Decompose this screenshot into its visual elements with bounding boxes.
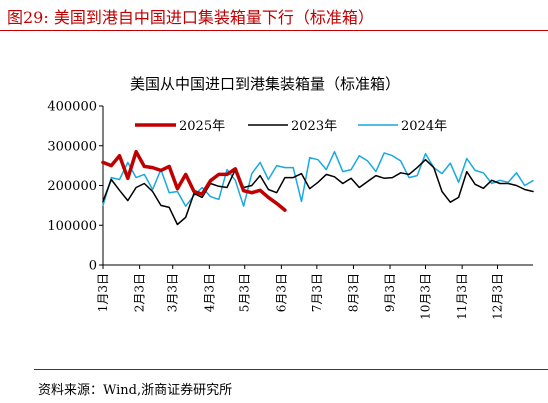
- x-tick-label: 9月3日: [383, 273, 397, 312]
- line-chart: 美国从中国进口到港集装箱量（标准箱） 0 100000 200000 300000 40…: [47, 75, 534, 320]
- chart-title: 美国从中国进口到港集装箱量（标准箱）: [130, 75, 400, 93]
- series-layer: [101, 149, 534, 226]
- x-tick-label: 6月3日: [274, 273, 288, 312]
- x-tick-label: 4月3日: [202, 273, 216, 312]
- legend-label-1: 2025年: [179, 119, 225, 134]
- x-tick-label: 12月3日: [491, 273, 505, 320]
- x-tick-label: 7月3日: [310, 273, 324, 312]
- y-tick-label: 0: [89, 259, 97, 274]
- x-tick-label: 10月3日: [419, 273, 433, 320]
- series-line-3: [102, 150, 534, 207]
- legend-label-2: 2023年: [291, 119, 337, 134]
- y-tick-label: 100000: [47, 219, 97, 234]
- x-tick-label: 8月3日: [346, 273, 360, 312]
- x-tick-label: 1月3日: [96, 273, 110, 312]
- y-tick-label: 400000: [47, 100, 97, 115]
- footer-rule: [34, 369, 548, 370]
- source-note: 资料来源：Wind,浙商证券研究所: [38, 383, 233, 398]
- x-tick-label: 5月3日: [238, 273, 252, 312]
- figure-title: 图29: 美国到港自中国进口集装箱量下行（标准箱）: [7, 8, 374, 27]
- series-line-1: [101, 149, 287, 212]
- x-axis: 1月3日 2月3日 3月3日 4月3日 5月3日 6月3日 7月3日 8月3日 9月3日 10月3…: [96, 264, 533, 320]
- legend-label-3: 2024年: [401, 119, 447, 134]
- series-line-2: [102, 158, 534, 226]
- y-tick-label: 300000: [47, 139, 97, 154]
- x-tick-label: 2月3日: [133, 273, 147, 312]
- y-tick-label: 200000: [47, 179, 97, 194]
- x-tick-label: 3月3日: [166, 273, 180, 312]
- x-tick-label: 11月3日: [455, 273, 469, 320]
- y-axis: 0 100000 200000 300000 400000: [47, 100, 104, 274]
- legend: 2025年 2023年 2024年: [135, 119, 447, 134]
- figure-title-rule: [0, 30, 548, 31]
